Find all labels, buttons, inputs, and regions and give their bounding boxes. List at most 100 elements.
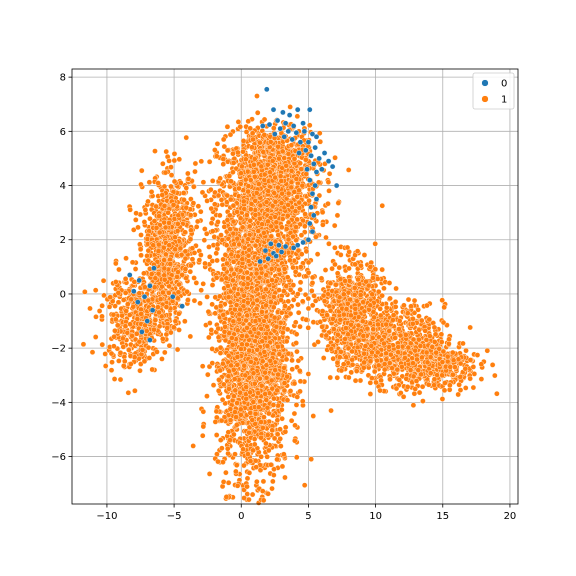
data-point (243, 317, 249, 324)
data-point (259, 358, 266, 365)
data-point (255, 330, 262, 337)
data-point (257, 215, 263, 222)
data-point (234, 482, 241, 489)
data-point (274, 456, 280, 463)
data-point (279, 406, 285, 413)
data-point (148, 189, 155, 195)
data-point (259, 488, 266, 494)
data-point (250, 136, 256, 143)
data-point (209, 360, 216, 366)
data-point (268, 299, 274, 305)
data-point (172, 246, 178, 253)
data-point (213, 274, 220, 281)
data-point (231, 285, 238, 292)
data-point (221, 143, 228, 150)
data-point (226, 386, 232, 392)
data-point (237, 406, 244, 413)
data-point (156, 229, 163, 236)
data-point (254, 346, 261, 353)
data-point (199, 363, 206, 369)
data-point (290, 233, 296, 240)
data-point (227, 299, 234, 306)
data-point (209, 178, 216, 184)
data-point (206, 334, 212, 341)
data-point (231, 376, 238, 382)
data-point (225, 394, 232, 400)
data-point (246, 347, 253, 354)
data-point (258, 434, 264, 441)
data-point (272, 174, 278, 181)
data-point (220, 459, 226, 465)
data-point (264, 343, 271, 349)
data-point (225, 373, 232, 380)
data-point (221, 224, 228, 230)
data-point (230, 230, 237, 237)
data-point (209, 301, 215, 308)
data-point (208, 186, 214, 193)
data-point (252, 198, 259, 204)
data-point (292, 319, 299, 326)
data-point (182, 248, 189, 255)
data-point (247, 206, 254, 213)
data-point (325, 179, 332, 185)
data-point (247, 217, 254, 224)
data-point (127, 206, 133, 213)
data-point (289, 366, 296, 373)
data-point (269, 485, 275, 492)
data-point (299, 182, 306, 189)
data-point (268, 266, 275, 272)
data-point (204, 294, 210, 300)
data-point (294, 216, 300, 223)
data-point (224, 123, 231, 130)
data-point (260, 294, 267, 300)
data-point (250, 447, 256, 454)
data-point (279, 463, 286, 470)
data-point (212, 147, 218, 153)
data-point (217, 212, 223, 219)
data-point (283, 283, 290, 289)
data-point (277, 319, 284, 326)
data-point (270, 402, 277, 408)
data-point (225, 283, 231, 289)
data-point (212, 201, 218, 208)
data-point (206, 158, 213, 165)
data-point (302, 223, 308, 230)
data-point (162, 224, 169, 231)
data-point (258, 265, 265, 272)
data-point (209, 228, 216, 234)
data-point (193, 280, 200, 286)
data-point (285, 151, 292, 157)
data-point (198, 287, 204, 294)
data-point (133, 210, 139, 217)
data-point (281, 387, 288, 394)
data-point (263, 440, 269, 447)
data-point (203, 230, 210, 237)
data-point (273, 323, 280, 330)
data-point (218, 417, 225, 424)
data-point (244, 475, 251, 482)
data-point (277, 173, 284, 180)
data-point (257, 398, 263, 405)
data-point (138, 181, 144, 188)
data-point (146, 179, 153, 186)
data-point (265, 218, 271, 225)
data-point (299, 398, 306, 404)
data-point (269, 385, 276, 392)
data-point (234, 361, 241, 368)
data-point (219, 396, 226, 403)
data-point (302, 211, 308, 217)
data-point (335, 200, 342, 206)
data-point (261, 349, 268, 355)
data-point (191, 275, 197, 281)
data-point (177, 179, 184, 186)
data-point (208, 220, 215, 226)
data-point (276, 266, 282, 273)
data-point (233, 468, 239, 475)
data-point (174, 228, 181, 234)
data-point (198, 208, 204, 215)
data-point (246, 429, 252, 436)
data-point (227, 437, 233, 443)
data-point (198, 158, 205, 165)
data-point (138, 167, 145, 174)
data-point (293, 176, 300, 182)
